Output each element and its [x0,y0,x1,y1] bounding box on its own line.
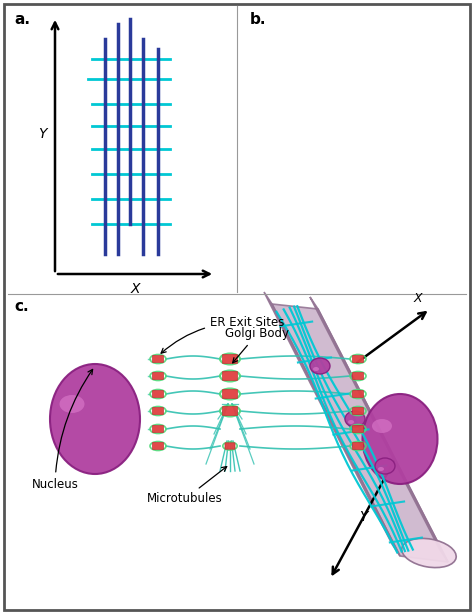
Text: X: X [414,292,422,306]
Ellipse shape [378,467,384,471]
FancyBboxPatch shape [225,443,235,449]
Polygon shape [264,292,400,556]
FancyBboxPatch shape [4,4,470,610]
FancyBboxPatch shape [153,426,164,432]
FancyBboxPatch shape [353,443,364,449]
FancyBboxPatch shape [153,443,164,449]
Ellipse shape [60,395,84,413]
FancyBboxPatch shape [353,373,364,379]
Text: ER Exit Sites: ER Exit Sites [161,316,284,353]
Ellipse shape [345,411,365,427]
Polygon shape [272,304,448,562]
Text: c.: c. [14,299,28,314]
Ellipse shape [50,364,140,474]
FancyBboxPatch shape [222,371,237,381]
FancyBboxPatch shape [353,426,364,432]
Text: Y: Y [359,510,367,524]
Ellipse shape [363,394,438,484]
FancyBboxPatch shape [153,408,164,414]
Text: a.: a. [14,12,30,27]
FancyBboxPatch shape [222,389,237,398]
Text: Y: Y [38,127,46,141]
FancyBboxPatch shape [353,356,364,362]
Text: Nucleus: Nucleus [32,370,92,491]
FancyBboxPatch shape [353,408,364,414]
FancyBboxPatch shape [222,406,237,416]
FancyBboxPatch shape [353,391,364,397]
Ellipse shape [375,458,395,474]
Polygon shape [310,297,448,562]
Ellipse shape [348,420,354,424]
Text: X: X [130,282,140,296]
FancyBboxPatch shape [153,391,164,397]
Ellipse shape [402,538,456,567]
FancyBboxPatch shape [153,373,164,379]
Text: Microtubules: Microtubules [147,467,227,505]
Ellipse shape [313,367,319,371]
Text: Golgi Body: Golgi Body [225,327,289,363]
FancyBboxPatch shape [222,354,237,363]
Ellipse shape [372,419,392,433]
FancyBboxPatch shape [153,356,164,362]
Ellipse shape [310,358,330,374]
Text: b.: b. [250,12,266,27]
